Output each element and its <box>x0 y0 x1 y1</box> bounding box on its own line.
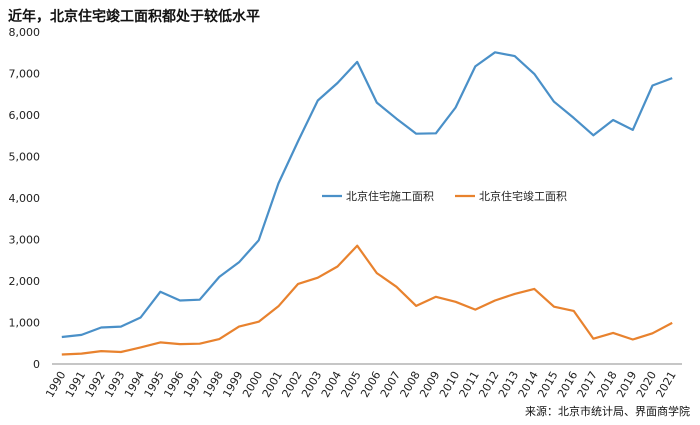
y-tick-label: 4,000 <box>9 192 41 205</box>
y-tick-label: 7,000 <box>9 68 41 81</box>
series-line-0 <box>61 51 673 339</box>
y-axis-ticks: 0 1,000 2,000 3,000 4,000 5,000 6,000 7,000 8,00… <box>9 26 41 371</box>
y-tick-label: 5,000 <box>9 151 41 164</box>
y-tick-label: 6,000 <box>9 109 41 122</box>
series-group <box>61 51 673 356</box>
y-tick-label: 3,000 <box>9 234 41 247</box>
legend-label-0: 北京住宅施工面积 <box>346 189 434 203</box>
y-tick-label: 8,000 <box>9 26 41 39</box>
chart-title: 近年，北京住宅竣工面积都处于较低水平 <box>8 9 260 25</box>
y-tick-label: 2,000 <box>9 275 41 288</box>
series-line-1 <box>61 244 673 356</box>
x-axis-ticks: 1990199119921993199419951996199719981999… <box>43 369 679 400</box>
legend: 北京住宅施工面积 北京住宅竣工面积 <box>322 189 567 203</box>
legend-label-1: 北京住宅竣工面积 <box>479 189 567 203</box>
x-tick-label: 2021 <box>653 369 678 400</box>
y-tick-label: 1,000 <box>9 317 41 330</box>
y-tick-label: 0 <box>33 358 40 371</box>
source-note: 来源：北京市统计局、界面商学院 <box>525 405 690 418</box>
